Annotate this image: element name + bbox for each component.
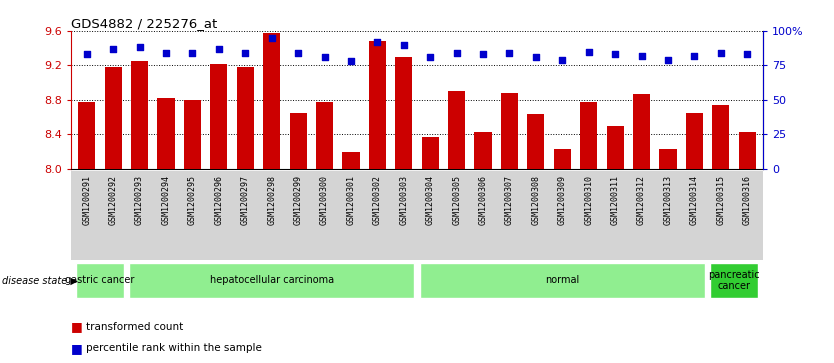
- Text: GSM1200313: GSM1200313: [664, 175, 672, 225]
- Point: [424, 54, 437, 60]
- Text: GSM1200314: GSM1200314: [690, 175, 699, 225]
- Bar: [263, 33, 280, 169]
- Text: GSM1200301: GSM1200301: [346, 175, 355, 225]
- Point: [714, 50, 727, 56]
- Text: GSM1200297: GSM1200297: [241, 175, 249, 225]
- Text: GSM1200309: GSM1200309: [558, 175, 567, 225]
- Text: GDS4882 / 225276_at: GDS4882 / 225276_at: [71, 17, 217, 30]
- Point: [688, 53, 701, 58]
- Text: GSM1200291: GSM1200291: [83, 175, 91, 225]
- Text: GSM1200305: GSM1200305: [452, 175, 461, 225]
- Point: [476, 52, 490, 57]
- Bar: [237, 67, 254, 169]
- Point: [318, 54, 331, 60]
- Text: GSM1200303: GSM1200303: [399, 175, 409, 225]
- Text: GSM1200302: GSM1200302: [373, 175, 382, 225]
- Bar: [422, 137, 439, 169]
- Point: [635, 53, 648, 58]
- Text: transformed count: transformed count: [86, 322, 183, 332]
- Text: GSM1200298: GSM1200298: [267, 175, 276, 225]
- FancyBboxPatch shape: [129, 263, 414, 298]
- Bar: [475, 132, 491, 169]
- Text: GSM1200312: GSM1200312: [637, 175, 646, 225]
- Text: GSM1200300: GSM1200300: [320, 175, 329, 225]
- Bar: [606, 126, 624, 169]
- Point: [291, 50, 304, 56]
- Bar: [104, 67, 122, 169]
- Point: [265, 35, 279, 41]
- Point: [661, 57, 675, 63]
- Point: [530, 54, 543, 60]
- Point: [212, 46, 225, 52]
- Text: GSM1200295: GSM1200295: [188, 175, 197, 225]
- Point: [107, 46, 120, 52]
- Point: [450, 50, 464, 56]
- Point: [344, 58, 358, 64]
- Point: [186, 50, 199, 56]
- Text: disease state ▶: disease state ▶: [2, 276, 78, 285]
- Text: ■: ■: [71, 320, 83, 333]
- Bar: [527, 114, 545, 169]
- Point: [370, 39, 384, 45]
- FancyBboxPatch shape: [76, 263, 124, 298]
- Text: pancreatic
cancer: pancreatic cancer: [708, 270, 760, 291]
- Text: GSM1200306: GSM1200306: [479, 175, 488, 225]
- Point: [609, 52, 622, 57]
- Bar: [369, 41, 386, 169]
- Bar: [183, 100, 201, 169]
- Bar: [448, 91, 465, 169]
- Point: [582, 49, 595, 54]
- Point: [503, 50, 516, 56]
- Point: [741, 52, 754, 57]
- Bar: [289, 113, 307, 169]
- Text: GSM1200294: GSM1200294: [162, 175, 170, 225]
- Text: GSM1200315: GSM1200315: [716, 175, 726, 225]
- Bar: [580, 102, 597, 169]
- Point: [397, 42, 410, 48]
- Bar: [633, 94, 651, 169]
- Text: GSM1200304: GSM1200304: [425, 175, 435, 225]
- Bar: [158, 98, 174, 169]
- Text: gastric cancer: gastric cancer: [65, 276, 134, 285]
- Bar: [343, 152, 359, 169]
- Bar: [554, 149, 571, 169]
- Bar: [210, 64, 228, 169]
- Text: GSM1200293: GSM1200293: [135, 175, 144, 225]
- Text: hepatocellular carcinoma: hepatocellular carcinoma: [209, 276, 334, 285]
- Bar: [686, 113, 703, 169]
- Text: ■: ■: [71, 342, 83, 355]
- Bar: [316, 102, 333, 169]
- Point: [239, 50, 252, 56]
- Text: GSM1200316: GSM1200316: [743, 175, 751, 225]
- Bar: [739, 132, 756, 169]
- Text: GSM1200299: GSM1200299: [294, 175, 303, 225]
- Point: [555, 57, 569, 63]
- Bar: [131, 61, 148, 169]
- Text: GSM1200310: GSM1200310: [585, 175, 593, 225]
- Text: GSM1200292: GSM1200292: [108, 175, 118, 225]
- Bar: [712, 105, 730, 169]
- Point: [133, 45, 146, 50]
- FancyBboxPatch shape: [710, 263, 758, 298]
- Bar: [660, 149, 676, 169]
- Text: GSM1200308: GSM1200308: [531, 175, 540, 225]
- Point: [80, 52, 93, 57]
- Bar: [78, 102, 95, 169]
- Text: percentile rank within the sample: percentile rank within the sample: [86, 343, 262, 354]
- Point: [159, 50, 173, 56]
- Bar: [395, 57, 412, 169]
- FancyBboxPatch shape: [420, 263, 705, 298]
- Text: GSM1200296: GSM1200296: [214, 175, 224, 225]
- Text: normal: normal: [545, 276, 580, 285]
- Bar: [501, 93, 518, 169]
- Text: GSM1200311: GSM1200311: [610, 175, 620, 225]
- Text: GSM1200307: GSM1200307: [505, 175, 514, 225]
